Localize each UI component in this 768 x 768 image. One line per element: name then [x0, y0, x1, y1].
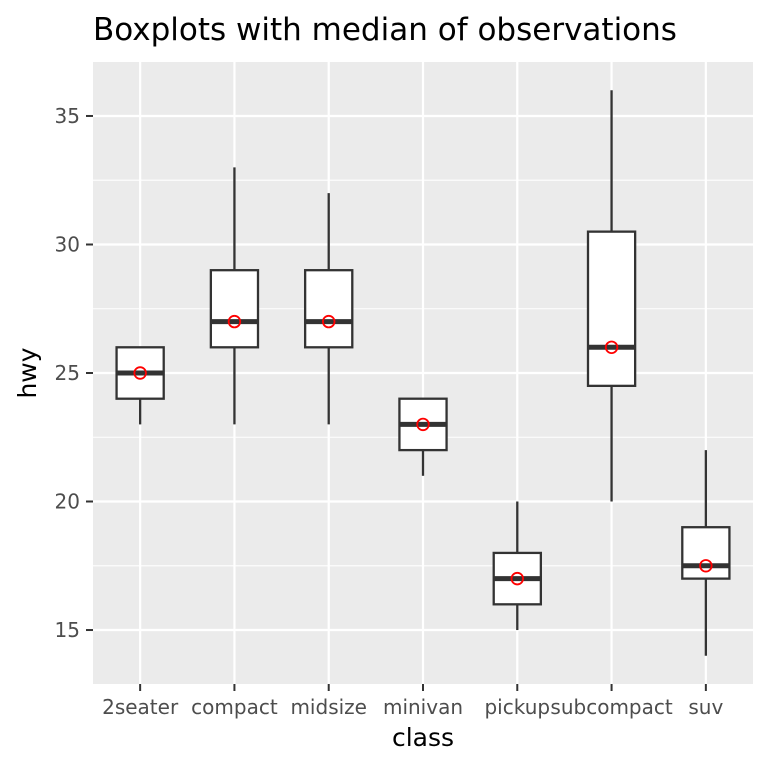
y-tick-label: 15 [55, 618, 80, 642]
median-points [133, 314, 713, 586]
box-pickup [492, 501, 543, 631]
box-iqr [209, 269, 260, 349]
median-point [604, 340, 619, 354]
median-point [510, 571, 524, 586]
box-subcompact [586, 90, 637, 502]
x-tick-label: midsize [290, 695, 367, 719]
x-axis: 2seater compact midsize minivan pickup subcom… [102, 684, 723, 719]
y-tick-label: 30 [55, 232, 80, 256]
box-suv [681, 450, 731, 656]
y-tick-label: 20 [55, 490, 80, 514]
box-compact [209, 167, 260, 425]
median-point [416, 417, 430, 432]
x-tick-label: 2seater [102, 695, 179, 719]
box-2seater [115, 346, 165, 425]
box-iqr [681, 526, 731, 580]
median-point [133, 366, 147, 380]
chart-title: Boxplots with median of observations [93, 12, 677, 48]
y-axis: 15 20 25 30 35 [55, 104, 93, 642]
box-iqr [586, 230, 637, 388]
median-point [322, 314, 336, 329]
box-layer [115, 90, 731, 656]
x-axis-title: class [392, 723, 454, 752]
median-point [699, 559, 713, 573]
x-tick-label: minivan [383, 695, 463, 719]
box-midsize [303, 193, 354, 425]
y-axis-title: hwy [13, 347, 42, 398]
x-tick-label: suv [688, 695, 723, 719]
x-tick-label: pickup [484, 695, 550, 719]
y-tick-label: 35 [55, 104, 80, 128]
y-tick-label: 25 [55, 361, 80, 385]
x-tick-label: compact [191, 695, 278, 719]
x-tick-label: subcompact [550, 695, 672, 719]
box-iqr [303, 269, 354, 349]
median-point [227, 314, 242, 329]
box-minivan [398, 397, 448, 476]
